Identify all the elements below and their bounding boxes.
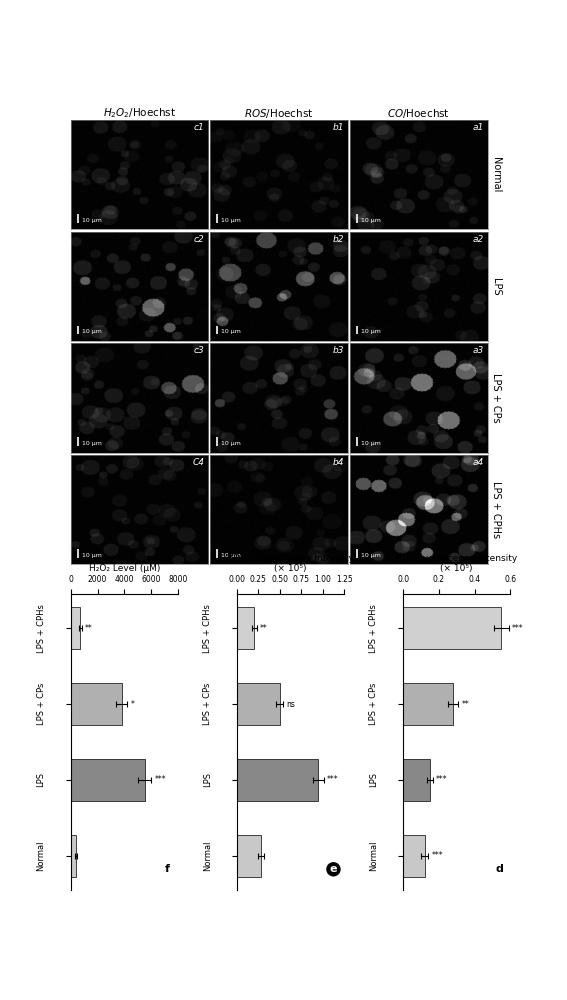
Title: $\mathit{CO}$/Hoechst: $\mathit{CO}$/Hoechst [387, 107, 450, 120]
Text: a2: a2 [472, 235, 484, 244]
Text: b4: b4 [332, 458, 344, 467]
Text: C4: C4 [192, 458, 204, 467]
Text: 10 μm: 10 μm [361, 329, 381, 334]
Text: 10 μm: 10 μm [361, 553, 381, 558]
Text: 10 μm: 10 μm [222, 329, 242, 334]
Bar [403, 607, 501, 649]
Bar [71, 607, 81, 649]
Bar [71, 683, 122, 725]
Text: e: e [329, 864, 337, 874]
Text: ***: *** [512, 624, 523, 633]
Text: a1: a1 [472, 123, 484, 132]
Text: d: d [496, 864, 503, 874]
Text: **: ** [462, 700, 469, 709]
Title: H₂O₂ Level (μM): H₂O₂ Level (μM) [89, 564, 160, 573]
Text: c1: c1 [193, 123, 204, 132]
Text: b1: b1 [332, 123, 344, 132]
Title: CO  Fluorescence Intensity
(× 10⁵): CO Fluorescence Intensity (× 10⁵) [396, 554, 517, 573]
Text: 10 μm: 10 μm [361, 441, 381, 446]
Text: *: * [130, 700, 134, 709]
Text: 10 μm: 10 μm [222, 218, 242, 223]
Bar [71, 835, 76, 877]
Text: 10 μm: 10 μm [82, 553, 101, 558]
Text: **: ** [85, 624, 92, 633]
Text: 10 μm: 10 μm [222, 553, 242, 558]
Bar [403, 835, 425, 877]
Text: c3: c3 [193, 346, 204, 355]
Text: ***: *** [327, 775, 338, 784]
Text: 10 μm: 10 μm [82, 441, 101, 446]
Text: ***: *** [154, 775, 166, 784]
Text: b3: b3 [332, 346, 344, 355]
Text: Normal: Normal [491, 157, 501, 192]
Text: 10 μm: 10 μm [361, 218, 381, 223]
Bar [403, 759, 430, 801]
Text: ***: *** [436, 775, 447, 784]
Text: f: f [165, 864, 170, 874]
Text: **: ** [260, 624, 268, 633]
Text: ***: *** [431, 851, 443, 860]
Text: LPS: LPS [491, 278, 501, 295]
Bar [403, 683, 453, 725]
Text: a3: a3 [472, 346, 484, 355]
Text: 10 μm: 10 μm [82, 218, 101, 223]
Text: b2: b2 [332, 235, 344, 244]
Text: 10 μm: 10 μm [222, 441, 242, 446]
Title: $\mathit{ROS}$/Hoechst: $\mathit{ROS}$/Hoechst [244, 107, 314, 120]
Bar [71, 759, 145, 801]
Text: a4: a4 [472, 458, 484, 467]
Text: c2: c2 [193, 235, 204, 244]
Bar [237, 683, 280, 725]
Text: LPS + CPs: LPS + CPs [491, 373, 501, 423]
Text: LPS + CPHs: LPS + CPHs [491, 481, 501, 538]
Text: ns: ns [286, 700, 295, 709]
Bar [237, 759, 319, 801]
Bar [237, 835, 261, 877]
Bar [237, 607, 254, 649]
Title: ROS  Fluorescence Intensity
(× 10⁵): ROS Fluorescence Intensity (× 10⁵) [227, 554, 354, 573]
Text: 10 μm: 10 μm [82, 329, 101, 334]
Title: $\mathit{H_2O_2}$/Hoechst: $\mathit{H_2O_2}$/Hoechst [103, 106, 176, 120]
